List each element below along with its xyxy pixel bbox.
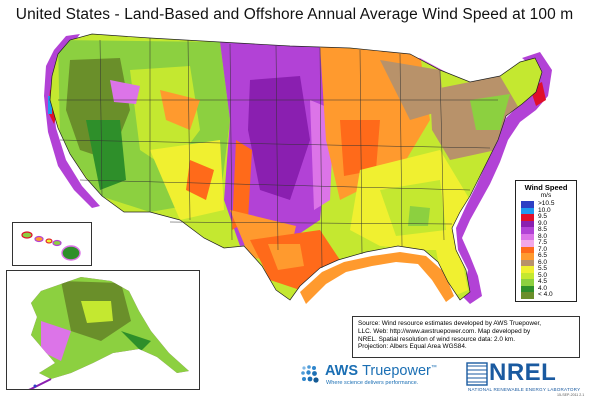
- legend-swatch: [521, 246, 534, 254]
- legend-item: 5.0: [521, 271, 573, 280]
- legend-label: 4.0: [538, 284, 548, 292]
- source-line: NREL. Spatial resolution of wind resourc…: [358, 335, 516, 343]
- legend-swatch: [521, 240, 534, 247]
- legend-unit: m/s: [540, 192, 552, 199]
- nrel-subtitle: NATIONAL RENEWABLE ENERGY LABORATORY: [468, 387, 581, 392]
- legend-label: 8.0: [538, 232, 548, 240]
- legend-item: 6.5: [521, 252, 573, 260]
- legend-swatch: [521, 266, 534, 273]
- legend-item: 8.5: [521, 226, 573, 234]
- legend-swatch: [521, 292, 534, 299]
- legend-label: 9.0: [538, 219, 548, 227]
- offshore-gulf-band: [300, 252, 454, 304]
- offshore-pacific-band: [44, 34, 100, 208]
- hawaii-inset: [12, 222, 92, 266]
- aws-tm: ™: [430, 365, 437, 372]
- legend-swatch: [521, 201, 534, 208]
- alaska-land: [16, 277, 189, 396]
- legend-label: < 4.0: [538, 291, 553, 298]
- document-id: 15-SEP-2011 2.1: [557, 393, 585, 397]
- legend-swatch: [521, 253, 534, 260]
- legend-swatch: [521, 227, 534, 234]
- alaska-inset: [6, 270, 200, 396]
- state-boundaries: [58, 38, 498, 269]
- wind-speed-legend: Wind Speed m/s >10.5 10.0 9.5 9.0 8.5 8.0 7.5 7…: [515, 180, 577, 302]
- legend-item: 7.5: [521, 239, 573, 247]
- nrel-name: NREL: [489, 359, 557, 386]
- legend-item: 10.0: [521, 206, 573, 215]
- legend-label: 6.0: [538, 258, 548, 266]
- legend-item: 6.0: [521, 258, 573, 267]
- legend-label: >10.5: [538, 200, 555, 207]
- source-text: Source: Wind resource estimates develope…: [358, 320, 576, 351]
- legend-swatch: [521, 285, 534, 293]
- legend-swatch: [521, 233, 534, 241]
- legend-label: 8.5: [538, 226, 548, 233]
- legend-item: < 4.0: [521, 291, 573, 299]
- aws-tagline: Where science delivers performance.: [326, 380, 419, 386]
- legend-item: 5.5: [521, 265, 573, 273]
- aws-dots-icon: [301, 365, 319, 383]
- legend-title: Wind Speed: [524, 183, 568, 192]
- legend-item: 7.0: [521, 245, 573, 254]
- aws-name: AWS Truepower™: [325, 363, 437, 379]
- legend-label: 4.5: [538, 278, 548, 285]
- legend-swatch: [521, 220, 534, 228]
- legend-swatch: [521, 207, 534, 215]
- legend-label: 10.0: [538, 206, 551, 214]
- legend-swatch: [521, 272, 534, 280]
- legend-item: 9.0: [521, 219, 573, 228]
- legend-label: 6.5: [538, 252, 548, 259]
- legend-item: 4.5: [521, 278, 573, 286]
- source-box: Source: Wind resource estimates develope…: [352, 316, 580, 358]
- legend-label: 5.0: [538, 271, 548, 279]
- hawaii-islands: [21, 231, 81, 261]
- legend-item: 4.0: [521, 284, 573, 293]
- legend-swatch: [521, 259, 534, 267]
- source-line: Source: Wind resource estimates develope…: [358, 320, 542, 327]
- nrel-mark-icon: [466, 362, 488, 386]
- legend-swatch: [521, 214, 534, 221]
- legend-item: >10.5: [521, 200, 573, 208]
- legend-swatch: [521, 279, 534, 286]
- legend-label: 9.5: [538, 213, 548, 220]
- source-line: LLC. Web: http://www.awstruepower.com. M…: [358, 327, 531, 335]
- map-title: United States - Land-Based and Offshore …: [15, 6, 574, 23]
- offshore-atlantic-band: [456, 52, 552, 304]
- legend-item: 8.0: [521, 232, 573, 241]
- legend-label: 7.5: [538, 239, 548, 246]
- conus-outline: [49, 33, 543, 301]
- nrel-logo: NREL NATIONAL RENEWABLE ENERGY LABORATOR…: [466, 359, 581, 396]
- aws-truepower-logo: AWS Truepower™ Where science delivers pe…: [300, 362, 460, 392]
- legend-label: 5.5: [538, 265, 548, 272]
- legend-label: 7.0: [538, 245, 548, 253]
- aws-name-bold: AWS: [325, 363, 363, 379]
- legend-item: 9.5: [521, 213, 573, 221]
- source-line: Projection: Albers Equal Area WGS84.: [358, 343, 467, 351]
- aws-name-rest: Truepower: [362, 363, 431, 379]
